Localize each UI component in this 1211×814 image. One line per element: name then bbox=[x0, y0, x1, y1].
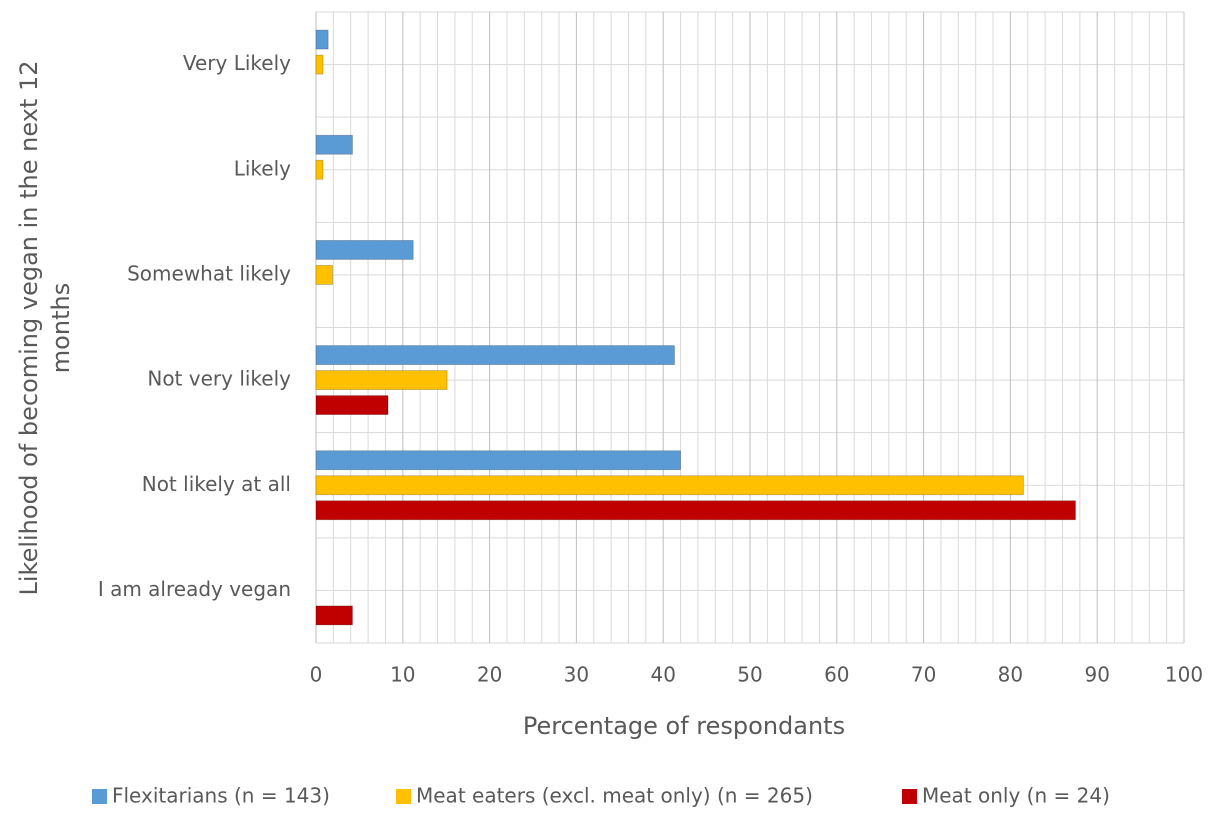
x-tick-label: 70 bbox=[911, 663, 936, 687]
y-tick-label: Not very likely bbox=[147, 367, 291, 391]
bar bbox=[315, 450, 681, 471]
bar bbox=[315, 345, 675, 365]
x-tick-label: 40 bbox=[650, 663, 675, 687]
y-axis-title: Likelihood of becoming vegan in the next… bbox=[15, 61, 75, 596]
x-axis-title: Percentage of respondants bbox=[523, 712, 845, 740]
legend-swatch bbox=[396, 789, 411, 804]
bar bbox=[315, 475, 1024, 496]
x-tick-label: 30 bbox=[564, 663, 589, 687]
x-tick-label: 50 bbox=[737, 663, 762, 687]
bar bbox=[315, 395, 389, 415]
bar bbox=[315, 29, 329, 50]
legend-swatch bbox=[902, 789, 917, 804]
legend-label: Meat eaters (excl. meat only) (n = 265) bbox=[416, 784, 813, 808]
x-tick-label: 80 bbox=[998, 663, 1023, 687]
y-tick-label: Not likely at all bbox=[142, 472, 291, 496]
x-tick-label: 60 bbox=[824, 663, 849, 687]
y-tick-label: I am already vegan bbox=[98, 577, 291, 601]
bar bbox=[315, 605, 353, 626]
y-tick-label: Somewhat likely bbox=[127, 261, 291, 285]
bar bbox=[315, 370, 448, 390]
y-tick-label: Likely bbox=[234, 156, 291, 180]
bar bbox=[315, 54, 324, 75]
legend-swatch bbox=[92, 789, 107, 804]
legend: Flexitarians (n = 143) Meat eaters (excl.… bbox=[92, 784, 1110, 808]
x-tick-label: 10 bbox=[390, 663, 415, 687]
bar bbox=[315, 240, 414, 260]
y-tick-label: Very Likely bbox=[183, 51, 291, 75]
legend-label: Meat only (n = 24) bbox=[922, 784, 1110, 808]
bar bbox=[315, 134, 353, 155]
x-tick-label: 0 bbox=[310, 663, 323, 687]
bar bbox=[315, 265, 333, 285]
bar bbox=[315, 159, 324, 180]
legend-label: Flexitarians (n = 143) bbox=[112, 784, 330, 808]
x-tick-label: 90 bbox=[1084, 663, 1109, 687]
bar bbox=[315, 500, 1076, 521]
y-axis-title-line: Likelihood of becoming vegan in the next… bbox=[15, 61, 43, 596]
x-tick-label: 100 bbox=[1165, 663, 1203, 687]
y-axis-title-line: months bbox=[47, 283, 75, 373]
x-tick-label: 20 bbox=[477, 663, 502, 687]
